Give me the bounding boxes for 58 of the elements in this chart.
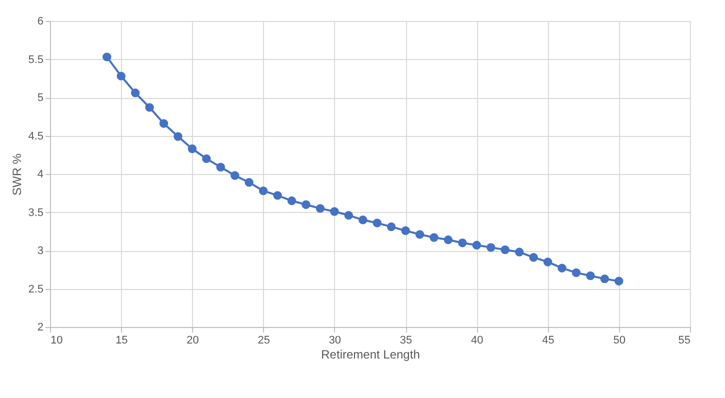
x-tick-label: 55 [678, 334, 690, 346]
point [188, 144, 197, 154]
point [401, 226, 410, 235]
point [273, 191, 282, 200]
x-tick-label: 10 [50, 334, 63, 346]
point [458, 238, 467, 248]
point [202, 154, 211, 164]
point [415, 230, 424, 239]
point [330, 207, 339, 216]
point [543, 258, 552, 266]
point [486, 243, 496, 252]
x-tick-label: 35 [400, 334, 412, 346]
point [472, 240, 482, 250]
point [244, 178, 254, 187]
x-tick-label: 50 [613, 334, 626, 346]
point [614, 276, 624, 286]
x-axis-title: Retirement Length [321, 348, 420, 362]
y-tick-label: 6 [37, 16, 44, 28]
x-tick-label: 25 [258, 334, 270, 346]
point [287, 196, 296, 206]
point [302, 200, 310, 209]
y-tick-label: 4 [37, 168, 44, 180]
point [174, 132, 182, 141]
point [145, 103, 154, 112]
y-tick-label: 2 [37, 322, 44, 334]
point [216, 162, 226, 172]
y-tick-label: 4.5 [28, 130, 44, 142]
y-tick-label: 3.5 [28, 206, 44, 219]
point [358, 216, 368, 224]
point [159, 119, 168, 128]
point [572, 268, 581, 278]
point [258, 186, 268, 196]
point [116, 72, 126, 80]
point [600, 274, 610, 284]
point [130, 88, 140, 98]
point [500, 245, 510, 254]
y-axis-title: SWR % [10, 153, 24, 196]
y-tick-label: 3 [37, 245, 44, 257]
point [558, 264, 566, 272]
x-tick-label: 20 [186, 334, 199, 346]
y-tick-label: 5.5 [28, 54, 44, 66]
point [102, 52, 112, 62]
point [444, 235, 453, 244]
point [430, 233, 438, 242]
x-tick-label: 45 [542, 334, 554, 346]
x-tick-label: 40 [471, 334, 484, 346]
point [529, 253, 538, 262]
point [344, 210, 354, 220]
y-tick-label: 5 [37, 92, 44, 104]
y-tick-label: 2.5 [28, 283, 44, 296]
point [586, 271, 595, 280]
point [514, 248, 524, 256]
point [230, 171, 240, 180]
point [386, 222, 396, 232]
x-tick-label: 15 [115, 334, 128, 346]
point [372, 218, 382, 228]
x-tick-label: 30 [328, 334, 342, 346]
point [316, 204, 325, 213]
